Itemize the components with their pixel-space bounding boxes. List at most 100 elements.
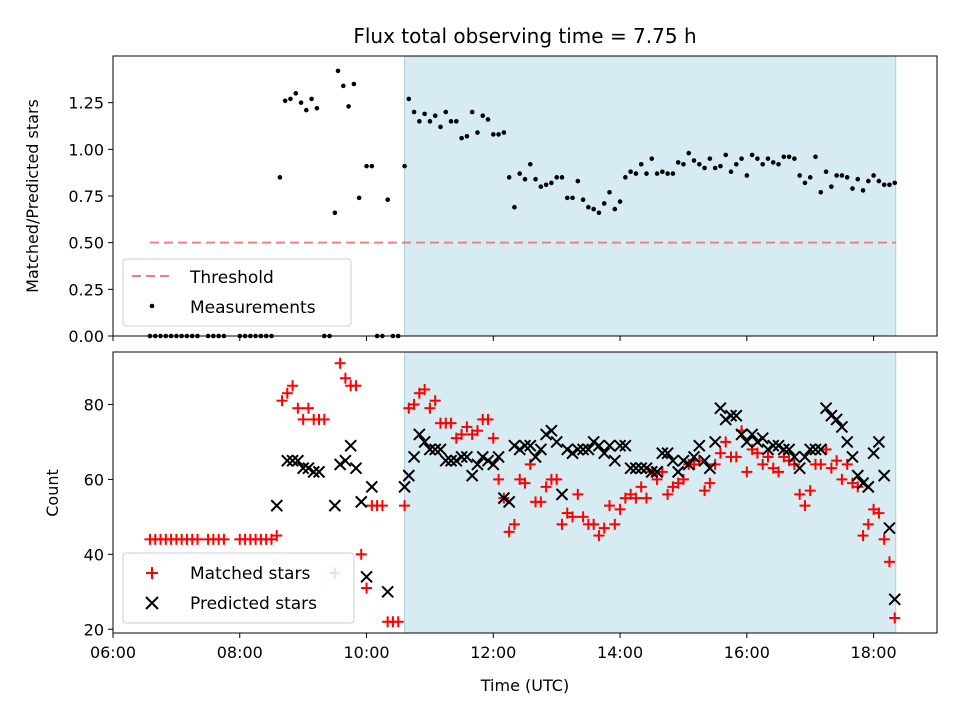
top-y-tick-label: 1.25: [68, 94, 104, 113]
predicted-star-point: [613, 439, 627, 452]
matched-star-point: [302, 402, 314, 414]
predicted-star-point: [460, 450, 474, 464]
predicted-star-point: [508, 439, 521, 452]
predicted-star-point: [465, 469, 479, 482]
measurement-point: [385, 197, 390, 203]
measurement-point: [792, 156, 797, 161]
measurement-point: [402, 163, 407, 169]
matched-star-point: [445, 417, 457, 429]
predicted-star-point: [281, 454, 294, 467]
measurement-point: [723, 152, 729, 158]
predicted-star-point: [830, 413, 843, 426]
matched-star-point: [831, 455, 843, 467]
predicted-star-point: [634, 461, 648, 475]
legend-matched-swatch: [146, 567, 158, 579]
matched-star-point: [604, 500, 616, 512]
predicted-star-point: [476, 450, 489, 464]
measurement-point: [818, 189, 824, 195]
predicted-star-point: [291, 454, 305, 467]
predicted-star-point: [798, 450, 812, 464]
matched-star-point: [588, 518, 600, 530]
measurement-point: [744, 173, 750, 178]
top-legend: Threshold Measurements: [122, 258, 352, 327]
matched-star-point: [577, 511, 589, 523]
predicted-star-point: [413, 428, 426, 441]
legend-predicted-swatch: [145, 596, 159, 610]
top-y-ticks: 0.00 0.25 0.50 0.75 1.00 1.25: [68, 94, 113, 346]
matched-star-point: [788, 458, 800, 470]
bottom-x-tick-label: 14:00: [597, 643, 643, 662]
measurement-point: [340, 83, 346, 89]
measurement-point: [654, 171, 660, 176]
measurement-point: [575, 178, 581, 184]
predicted-star-point: [877, 469, 891, 482]
predicted-star-point: [270, 499, 283, 512]
predicted-star-point: [656, 446, 669, 460]
measurement-point: [282, 98, 288, 104]
predicted-star-point: [788, 450, 801, 464]
measurement-point: [760, 161, 765, 167]
predicted-star-point: [856, 476, 870, 490]
matched-star-point: [192, 533, 204, 545]
measurement-point: [432, 113, 438, 119]
matched-star-point: [424, 402, 436, 414]
matched-star-point: [392, 616, 404, 628]
predicted-star-point: [825, 409, 838, 422]
matched-star-point: [677, 473, 689, 485]
matched-star-point: [640, 492, 652, 504]
measurement-point: [829, 184, 834, 189]
matched-star-point: [461, 421, 473, 433]
matched-star-point: [873, 507, 885, 519]
matched-star-point: [815, 458, 827, 470]
measurement-point: [871, 173, 876, 178]
matched-star-point: [281, 387, 293, 399]
measurement-point: [417, 119, 422, 124]
measurement-point: [718, 163, 723, 169]
measurement-point: [839, 173, 845, 178]
predicted-star-point: [851, 469, 864, 482]
measurement-point: [459, 135, 464, 141]
matched-star-point: [862, 518, 874, 530]
predicted-star-point: [339, 454, 352, 467]
predicted-star-point: [745, 428, 759, 441]
matched-star-point: [287, 380, 299, 392]
predicted-star-point: [550, 435, 563, 449]
measurement-point: [501, 130, 507, 135]
matched-star-point: [271, 530, 283, 542]
matched-star-point: [456, 428, 468, 440]
measurement-point: [335, 68, 341, 74]
predicted-star-point: [793, 461, 806, 475]
measurement-point: [697, 161, 702, 167]
matched-star-point: [508, 518, 520, 530]
measurement-point: [649, 156, 655, 161]
measurement-point: [469, 109, 475, 115]
legend-threshold-label: Threshold: [189, 268, 274, 288]
measurement-point: [564, 195, 570, 201]
predicted-star-point: [487, 458, 500, 471]
predicted-star-point: [846, 450, 859, 464]
measurement-point: [309, 96, 314, 102]
legend-matched-label: Matched stars: [190, 564, 310, 584]
predicted-star-point: [840, 435, 854, 449]
predicted-star-point: [888, 593, 901, 606]
measurement-point: [739, 156, 744, 161]
measurement-point: [496, 132, 501, 137]
measurement-point: [612, 206, 618, 212]
matched-star-point: [429, 395, 441, 407]
matched-star-point: [334, 357, 346, 369]
predicted-star-point: [809, 443, 822, 456]
top-y-tick-label: 0.75: [68, 187, 104, 206]
predicted-star-point: [872, 435, 886, 449]
measurement-point: [570, 195, 575, 201]
bottom-y-ticks: 20 40 60 80: [84, 395, 113, 639]
predicted-star-point: [629, 461, 643, 475]
predicted-star-point: [582, 443, 595, 456]
predicted-star-point: [814, 443, 828, 456]
measurement-point: [786, 154, 792, 160]
measurement-point: [755, 156, 760, 161]
measurement-point: [549, 180, 554, 186]
predicted-star-point: [777, 443, 791, 456]
predicted-star-point: [730, 409, 743, 422]
measurement-point: [887, 182, 892, 188]
legend-measurements-swatch: [149, 303, 155, 309]
